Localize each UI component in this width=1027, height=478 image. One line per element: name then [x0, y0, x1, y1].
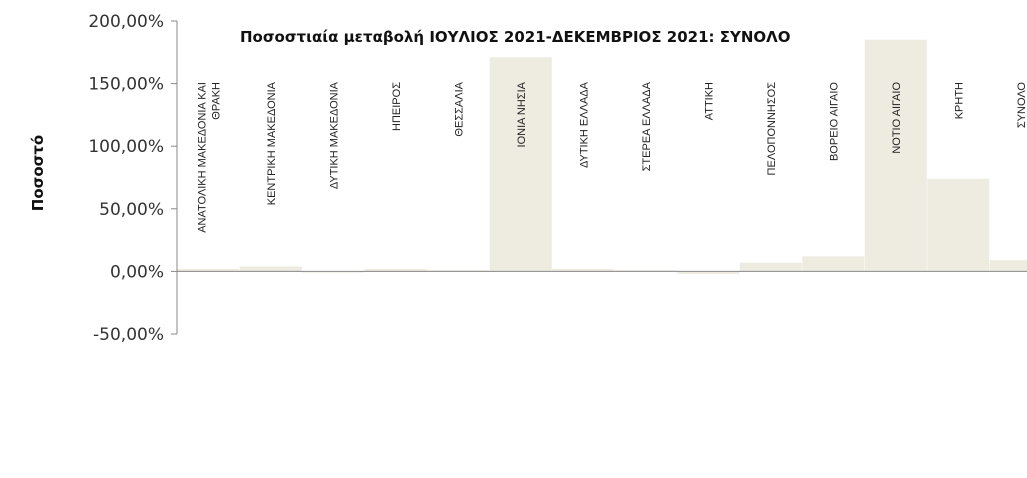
bars-group [177, 39, 1027, 274]
y-tick-label: 150,00% [88, 75, 164, 95]
y-tick-label: 100,00% [88, 137, 164, 157]
y-tick-label: 0,00% [110, 262, 164, 282]
x-tick-label: ΔΥΤΙΚΗ ΕΛΛΑΔΑ [578, 81, 590, 168]
bar [177, 268, 240, 272]
bar [552, 268, 615, 272]
x-tick-label: ΙΟΝΙΑ ΝΗΣΙΑ [516, 81, 528, 147]
bar [427, 270, 490, 272]
bar [739, 262, 802, 272]
x-tick-label: ΒΟΡΕΙΟ ΑΙΓΑΙΟ [828, 82, 840, 161]
x-tick-label: ΘΕΣΣΑΛΙΑ [453, 81, 465, 136]
bar [677, 271, 740, 274]
bar [364, 268, 427, 272]
x-tick-label: ΔΥΤΙΚΗ ΜΑΚΕΔΟΝΙΑ [328, 81, 340, 189]
x-tick-label: ΚΕΝΤΡΙΚΗ ΜΑΚΕΔΟΝΙΑ [266, 81, 278, 205]
x-tick-label: ΑΤΤΙΚΗ [703, 82, 715, 120]
bar [614, 270, 677, 272]
bar [864, 39, 927, 272]
x-tick-labels: ΑΝΑΤΟΛΙΚΗ ΜΑΚΕΔΟΝΙΑ ΚΑΙ ΘΡΑΚΗ ΚΕΝΤΡΙΚΗ ΜΑΚ… [196, 81, 1027, 232]
bar [989, 260, 1027, 272]
y-tick-label: -50,00% [93, 325, 164, 345]
y-tick-labels: 200,00% 150,00% 100,00% 50,00% 0,00% -50,00% [88, 12, 177, 345]
x-tick-label: ΠΕΛΟΠΟΝΝΗΣΟΣ [766, 82, 778, 176]
x-tick-label: ΣΥΝΟΛΟ [1016, 82, 1027, 129]
x-tick-label: ΘΡΑΚΗ [210, 82, 222, 120]
x-tick-label: ΑΝΑΤΟΛΙΚΗ ΜΑΚΕΔΟΝΙΑ ΚΑΙ [196, 82, 208, 233]
y-axis-label: Ποσοστό [29, 135, 47, 211]
y-tick-label: 200,00% [88, 12, 164, 32]
bar [489, 57, 552, 272]
x-tick-label: ΗΠΕΙΡΟΣ [391, 82, 403, 131]
y-tick-label: 50,00% [99, 200, 164, 220]
bar [927, 178, 990, 272]
chart-title: Ποσοστιαία μεταβολή ΙΟΥΛΙΟΣ 2021-ΔΕΚΕΜΒΡ… [240, 28, 791, 46]
bar [802, 256, 865, 272]
bar [302, 271, 365, 273]
x-tick-label: ΚΡΗΤΗ [953, 82, 965, 119]
x-tick-label: ΝΟΤΙΟ ΑΙΓΑΙΟ [891, 82, 903, 154]
axes-group [176, 21, 1027, 334]
x-tick-label: ΣΤΕΡΕΑ ΕΛΛΑΔΑ [641, 81, 653, 171]
bar [239, 266, 302, 272]
